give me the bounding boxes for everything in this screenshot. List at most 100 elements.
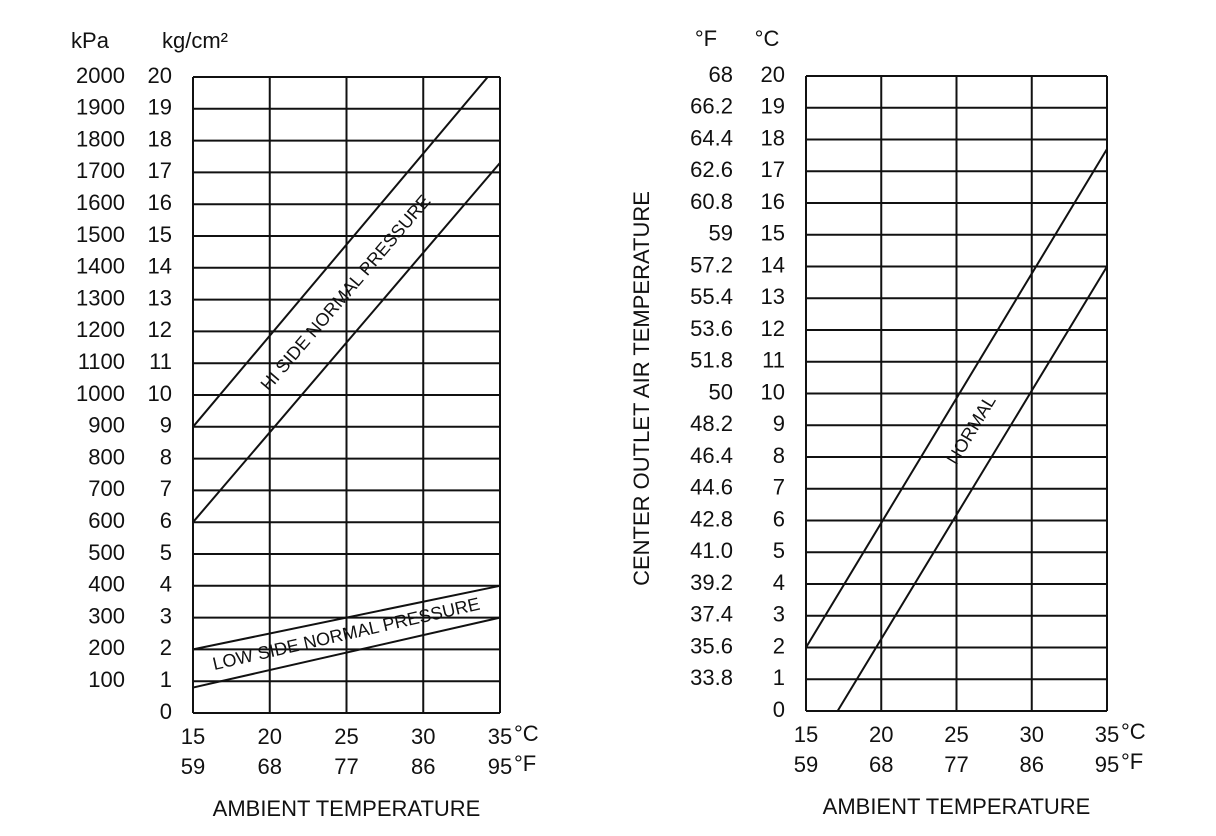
y2-tick-label: 57.2 [690,252,733,277]
y2-tick-label: 1100 [78,349,125,374]
y-tick-label: 7 [160,476,172,501]
y2-tick-label: 600 [88,508,125,533]
band-edge [192,616,501,689]
x2-tick-label: 68 [869,752,893,777]
y-tick-label: 9 [773,411,785,436]
y-tick-label: 7 [773,475,785,500]
y2-tick-label: 62.6 [690,157,733,182]
band-edge [192,584,501,651]
x2-unit: °F [1121,749,1143,774]
y-tick-label: 14 [761,252,785,277]
y-tick-label: 15 [148,222,172,247]
y2-tick-label: 700 [88,476,125,501]
y2-tick-label: 1800 [76,126,125,151]
x2-tick-label: 59 [181,754,205,779]
y2-tick-label: 900 [88,413,125,438]
y2-tick-label: 800 [88,444,125,469]
y2-tick-label: 1900 [76,95,125,120]
x2-tick-label: 59 [794,752,818,777]
y-tick-label: 2 [773,633,785,658]
y-axis-title: CENTER OUTLET AIR TEMPERATURE [629,191,654,586]
y2-tick-label: 400 [88,572,125,597]
y2-unit: °F [695,26,717,51]
x-tick-label: 15 [181,724,205,749]
x-tick-label: 25 [334,724,358,749]
y2-tick-label: 35.6 [690,633,733,658]
x2-tick-label: 68 [258,754,282,779]
band-edge [192,162,501,523]
y2-tick-label: 55.4 [690,284,733,309]
x-tick-label: 20 [258,724,282,749]
x-tick-label: 30 [411,724,435,749]
y2-tick-label: 1000 [76,381,125,406]
y2-tick-label: 1300 [76,285,125,310]
y-tick-label: 18 [148,126,172,151]
y2-tick-label: 66.2 [690,94,733,119]
x2-tick-label: 86 [411,754,435,779]
x-tick-label: 20 [869,722,893,747]
x-tick-label: 35 [488,724,512,749]
y-tick-label: 18 [761,125,785,150]
y-tick-label: 0 [773,697,785,722]
y2-tick-label: 50 [709,379,733,404]
y-tick-label: 1 [160,667,172,692]
y2-tick-label: 1600 [76,190,125,215]
y-tick-label: 11 [762,348,785,373]
y2-tick-label: 300 [88,603,125,628]
band-edge [805,148,1108,649]
x-unit: °C [1121,719,1146,744]
y2-tick-label: 51.8 [690,348,733,373]
y2-tick-label: 200 [88,635,125,660]
y2-tick-label: 48.2 [690,411,733,436]
x-axis-label: AMBIENT TEMPERATURE [823,794,1091,819]
y2-tick-label: 44.6 [690,475,733,500]
x-tick-label: 30 [1020,722,1044,747]
y-tick-label: 13 [148,285,172,310]
x-unit: °C [514,721,539,746]
y-tick-label: 13 [761,284,785,309]
band-edge [192,76,489,428]
y-tick-label: 1 [773,665,785,690]
x-tick-label: 35 [1095,722,1119,747]
y-tick-label: 12 [148,317,172,342]
y-tick-label: 15 [761,221,785,246]
y2-tick-label: 2000 [76,63,125,88]
y-tick-label: 3 [160,603,172,628]
y2-tick-label: 1700 [76,158,125,183]
y-tick-label: 4 [773,570,785,595]
y-unit: °C [755,26,780,51]
y2-tick-label: 42.8 [690,506,733,531]
y-tick-label: 10 [761,379,785,404]
y-tick-label: 2 [160,635,172,660]
y-tick-label: 9 [160,413,172,438]
y-tick-label: 17 [761,157,785,182]
y-tick-label: 14 [148,254,172,279]
x2-tick-label: 77 [334,754,358,779]
y2-tick-label: 1200 [76,317,125,342]
x2-tick-label: 86 [1020,752,1044,777]
y-tick-label: 6 [160,508,172,533]
y2-tick-label: 59 [709,221,733,246]
x2-unit: °F [514,751,536,776]
y-tick-label: 5 [160,540,172,565]
y2-tick-label: 37.4 [690,602,733,627]
y-tick-label: 3 [773,602,785,627]
x2-tick-label: 95 [1095,752,1119,777]
y-tick-label: 5 [773,538,785,563]
y-tick-label: 4 [160,572,172,597]
y2-tick-label: 64.4 [690,125,733,150]
y2-tick-label: 53.6 [690,316,733,341]
y-tick-label: 12 [761,316,785,341]
y2-tick-label: 46.4 [690,443,733,468]
y2-tick-label: 33.8 [690,665,733,690]
y2-tick-label: 100 [88,667,125,692]
y2-tick-label: 1500 [76,222,125,247]
y-tick-label: 17 [148,158,172,183]
y-unit: kg/cm² [162,28,228,53]
y-tick-label: 8 [773,443,785,468]
y-tick-label: 20 [148,63,172,88]
y-tick-label: 8 [160,444,172,469]
y-tick-label: 0 [160,699,172,724]
x-tick-label: 15 [794,722,818,747]
